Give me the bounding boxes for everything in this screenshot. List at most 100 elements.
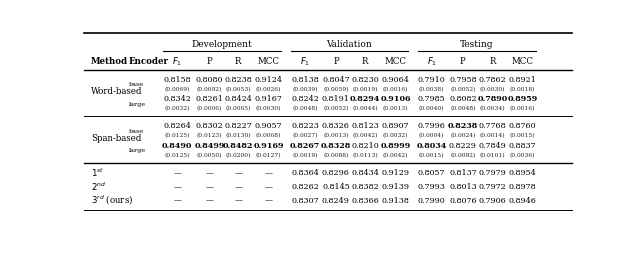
Text: 0.8424: 0.8424	[224, 95, 252, 103]
Text: 0.8227: 0.8227	[225, 122, 252, 130]
Text: 0.7993: 0.7993	[418, 183, 445, 191]
Text: P: P	[207, 57, 212, 66]
Text: 0.8137: 0.8137	[449, 169, 477, 177]
Text: P: P	[460, 57, 466, 66]
Text: 0.9129: 0.9129	[381, 169, 410, 177]
Text: Testing: Testing	[460, 40, 493, 49]
Text: 0.8076: 0.8076	[449, 197, 477, 205]
Text: $F_1$: $F_1$	[300, 56, 310, 68]
Text: (0.0013): (0.0013)	[323, 133, 349, 138]
Text: (0.0042): (0.0042)	[353, 133, 378, 138]
Text: (0.0030): (0.0030)	[480, 87, 506, 92]
Text: Encoder: Encoder	[129, 57, 168, 66]
Text: 0.8482: 0.8482	[223, 142, 253, 150]
Text: (0.0092): (0.0092)	[196, 87, 222, 92]
Text: 0.8264: 0.8264	[163, 122, 191, 130]
Text: —: —	[205, 197, 214, 205]
Text: $F_1$: $F_1$	[426, 56, 436, 68]
Text: 0.8230: 0.8230	[351, 76, 379, 84]
Text: (0.0125): (0.0125)	[164, 153, 190, 158]
Text: 0.8229: 0.8229	[449, 142, 477, 150]
Text: 0.8307: 0.8307	[291, 197, 319, 205]
Text: (0.0036): (0.0036)	[509, 153, 535, 158]
Text: 0.8082: 0.8082	[449, 95, 477, 103]
Text: (0.0127): (0.0127)	[255, 153, 282, 158]
Text: 0.8760: 0.8760	[509, 122, 536, 130]
Text: large: large	[129, 148, 146, 153]
Text: —: —	[264, 197, 273, 205]
Text: (0.0069): (0.0069)	[164, 87, 190, 92]
Text: 0.8034: 0.8034	[417, 142, 447, 150]
Text: 0.7849: 0.7849	[479, 142, 506, 150]
Text: (0.0026): (0.0026)	[256, 87, 281, 92]
Text: (0.0042): (0.0042)	[383, 153, 408, 158]
Text: (0.0027): (0.0027)	[292, 133, 318, 138]
Text: (0.0016): (0.0016)	[509, 106, 535, 111]
Text: 0.7958: 0.7958	[449, 76, 477, 84]
Text: 0.7906: 0.7906	[479, 197, 506, 205]
Text: (0.0018): (0.0018)	[509, 87, 535, 92]
Text: 0.8047: 0.8047	[322, 76, 349, 84]
Text: 0.8249: 0.8249	[322, 197, 350, 205]
Text: —: —	[234, 197, 242, 205]
Text: Development: Development	[191, 40, 252, 49]
Text: $2^{nd}$: $2^{nd}$	[91, 181, 106, 193]
Text: 0.8223: 0.8223	[291, 122, 319, 130]
Text: (0.0013): (0.0013)	[383, 106, 408, 111]
Text: (0.0200): (0.0200)	[225, 153, 251, 158]
Text: (0.0059): (0.0059)	[323, 87, 349, 92]
Text: —: —	[264, 183, 273, 191]
Text: 0.8242: 0.8242	[291, 95, 319, 103]
Text: 0.8145: 0.8145	[322, 183, 350, 191]
Text: 0.8837: 0.8837	[509, 142, 536, 150]
Text: 0.8296: 0.8296	[322, 169, 350, 177]
Text: 0.8954: 0.8954	[509, 169, 536, 177]
Text: 0.7910: 0.7910	[418, 76, 445, 84]
Text: Word-based: Word-based	[91, 87, 143, 96]
Text: 0.8123: 0.8123	[351, 122, 379, 130]
Text: (0.0068): (0.0068)	[256, 133, 281, 138]
Text: base: base	[129, 82, 144, 87]
Text: —: —	[173, 183, 181, 191]
Text: (0.0113): (0.0113)	[353, 153, 378, 158]
Text: —: —	[234, 169, 242, 177]
Text: 0.7985: 0.7985	[418, 95, 445, 103]
Text: 0.8238: 0.8238	[448, 122, 478, 130]
Text: 0.9106: 0.9106	[380, 95, 411, 103]
Text: 0.8499: 0.8499	[195, 142, 225, 150]
Text: (0.0050): (0.0050)	[196, 153, 222, 158]
Text: 0.9139: 0.9139	[381, 183, 410, 191]
Text: (0.0092): (0.0092)	[450, 153, 476, 158]
Text: 0.7996: 0.7996	[418, 122, 445, 130]
Text: 0.8013: 0.8013	[449, 183, 477, 191]
Text: Span-based: Span-based	[91, 134, 141, 142]
Text: 0.8921: 0.8921	[509, 76, 536, 84]
Text: (0.0101): (0.0101)	[480, 153, 506, 158]
Text: (0.0048): (0.0048)	[450, 106, 476, 111]
Text: (0.0088): (0.0088)	[323, 153, 349, 158]
Text: 0.8158: 0.8158	[163, 76, 191, 84]
Text: 0.9064: 0.9064	[381, 76, 410, 84]
Text: 0.7862: 0.7862	[479, 76, 506, 84]
Text: —: —	[173, 197, 181, 205]
Text: 0.8080: 0.8080	[196, 76, 223, 84]
Text: 0.7990: 0.7990	[418, 197, 445, 205]
Text: $F_1$: $F_1$	[172, 56, 182, 68]
Text: MCC: MCC	[511, 57, 533, 66]
Text: R: R	[235, 57, 241, 66]
Text: 0.8328: 0.8328	[321, 142, 351, 150]
Text: MCC: MCC	[257, 57, 280, 66]
Text: (0.0044): (0.0044)	[353, 106, 378, 111]
Text: 0.8382: 0.8382	[351, 183, 379, 191]
Text: (0.0038): (0.0038)	[419, 87, 444, 92]
Text: 0.8978: 0.8978	[509, 183, 536, 191]
Text: Method: Method	[91, 57, 128, 66]
Text: —: —	[205, 183, 214, 191]
Text: P: P	[333, 57, 339, 66]
Text: (0.0052): (0.0052)	[450, 87, 476, 92]
Text: 0.8434: 0.8434	[351, 169, 379, 177]
Text: Validation: Validation	[326, 40, 372, 49]
Text: large: large	[129, 102, 146, 106]
Text: 0.8364: 0.8364	[291, 169, 319, 177]
Text: $1^{st}$: $1^{st}$	[91, 167, 104, 180]
